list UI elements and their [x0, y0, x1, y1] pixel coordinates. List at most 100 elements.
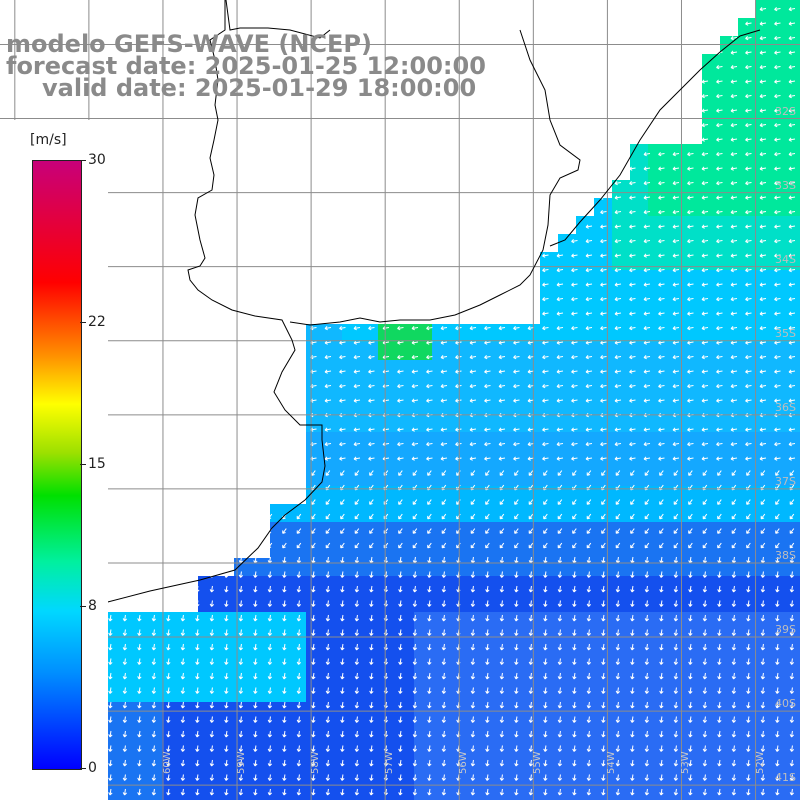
wind-cell — [540, 666, 558, 684]
wind-arrow — [267, 687, 273, 694]
wind-arrow — [672, 268, 680, 273]
wind-cell — [720, 342, 738, 360]
wind-arrow — [122, 745, 128, 752]
wind-cell — [306, 486, 324, 504]
wind-arrow — [585, 442, 593, 447]
wind-arrow — [151, 701, 157, 709]
wind-cell — [342, 648, 360, 666]
wind-cell — [792, 126, 800, 144]
wind-arrow — [701, 108, 709, 113]
wind-cell — [648, 378, 666, 396]
wind-arrow — [369, 643, 374, 651]
wind-arrow — [585, 355, 593, 360]
wind-arrow — [630, 499, 635, 505]
wind-arrow — [238, 788, 244, 796]
wind-arrow — [296, 629, 302, 636]
wind-arrow — [615, 788, 621, 796]
wind-arrow — [614, 398, 622, 403]
wind-arrow — [455, 355, 462, 360]
wind-arrow — [543, 600, 548, 607]
wind-cell — [468, 612, 486, 630]
wind-cell — [540, 288, 558, 306]
wind-cell — [396, 486, 414, 504]
wind-cell — [630, 252, 648, 270]
wind-cell — [108, 666, 126, 684]
wind-arrow — [427, 470, 432, 476]
wind-arrow — [658, 384, 665, 389]
wind-arrow — [151, 672, 157, 680]
wind-arrow — [760, 701, 766, 709]
wind-cell — [792, 414, 800, 432]
wind-arrow — [687, 427, 694, 432]
wind-arrow — [426, 398, 433, 403]
wind-arrow — [543, 701, 548, 709]
wind-arrow — [659, 745, 664, 752]
wind-arrow — [253, 774, 258, 781]
wind-cell — [648, 342, 666, 360]
wind-arrow — [528, 759, 534, 767]
wind-arrow — [615, 542, 621, 549]
wind-arrow — [730, 224, 738, 229]
wind-cell — [252, 576, 270, 594]
wind-arrow — [108, 658, 113, 665]
wind-cell — [720, 684, 738, 702]
wind-arrow — [514, 585, 519, 593]
wind-cell — [648, 792, 666, 800]
wind-cell — [756, 558, 774, 576]
wind-arrow — [514, 730, 519, 738]
wind-cell — [360, 612, 378, 630]
wind-arrow — [354, 658, 360, 665]
wind-cell — [378, 504, 396, 522]
wind-arrow — [441, 571, 447, 578]
wind-cell — [306, 432, 324, 450]
wind-arrow — [542, 355, 549, 360]
wind-cell — [486, 612, 504, 630]
wind-arrow — [688, 658, 693, 665]
wind-cell — [792, 288, 800, 306]
wind-cell — [522, 396, 540, 414]
wind-cell — [306, 558, 324, 576]
wind-arrow — [701, 137, 709, 142]
wind-arrow — [412, 643, 418, 651]
wind-arrow — [731, 499, 737, 505]
wind-arrow — [282, 614, 287, 622]
wind-cell — [306, 342, 324, 360]
wind-cell — [270, 792, 288, 800]
wind-arrow — [717, 658, 722, 665]
wind-cell — [270, 594, 288, 612]
wind-cell — [774, 0, 792, 18]
wind-cell — [558, 288, 576, 306]
wind-arrow — [224, 716, 229, 723]
wind-arrow — [311, 629, 316, 636]
wind-arrow — [499, 716, 505, 723]
wind-cell — [666, 432, 684, 450]
wind-cell — [756, 666, 774, 684]
wind-cell — [198, 756, 216, 774]
wind-arrow — [296, 643, 302, 651]
wind-cell — [468, 792, 486, 800]
wind-cell — [738, 540, 756, 558]
wind-arrow — [514, 658, 519, 665]
wind-cell — [576, 432, 594, 450]
wind-cell — [522, 378, 540, 396]
wind-arrow — [702, 542, 708, 549]
wind-cell — [756, 180, 774, 198]
wind-arrow — [615, 658, 621, 665]
wind-cell — [432, 360, 450, 378]
wind-arrow — [731, 672, 737, 680]
wind-cell — [720, 540, 738, 558]
wind-arrow — [629, 311, 636, 316]
wind-cell — [684, 342, 702, 360]
wind-arrow — [643, 210, 651, 215]
wind-arrow — [528, 658, 534, 665]
wind-cell — [396, 450, 414, 468]
wind-cell — [756, 504, 774, 522]
wind-arrow — [499, 470, 505, 476]
wind-arrow — [542, 456, 549, 461]
wind-cell — [270, 576, 288, 594]
wind-cell — [360, 558, 378, 576]
wind-arrow — [731, 600, 737, 607]
wind-arrow — [702, 614, 708, 622]
wind-arrow — [514, 629, 519, 636]
wind-cell — [720, 468, 738, 486]
